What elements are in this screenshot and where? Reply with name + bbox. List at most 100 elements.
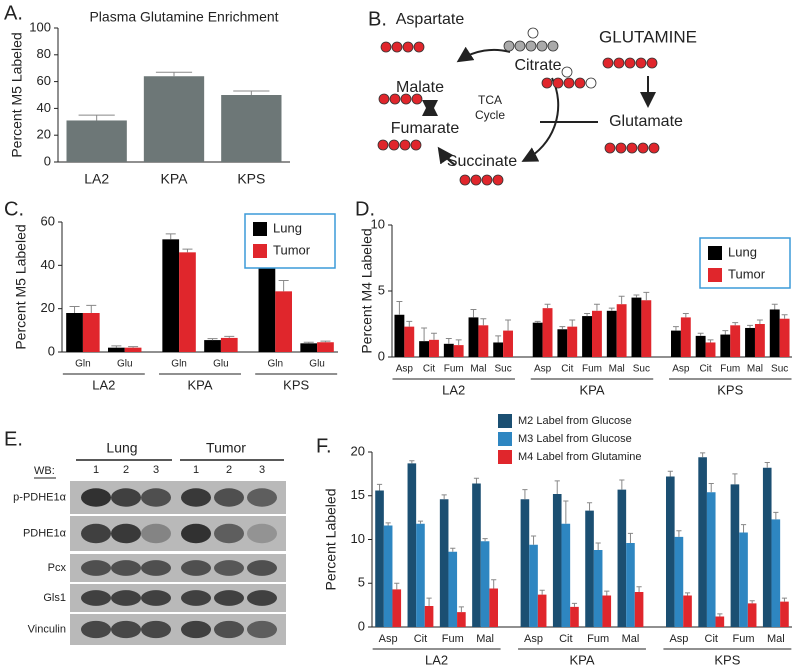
atom	[574, 77, 586, 89]
y-axis-label: Percent M5 Labeled	[9, 32, 25, 157]
row-label: PDHE1α	[23, 527, 67, 539]
band	[214, 488, 244, 507]
bar	[503, 330, 513, 357]
bar	[606, 310, 617, 357]
error-bar	[749, 600, 755, 604]
atom	[626, 142, 638, 154]
atom	[388, 139, 400, 151]
atom	[561, 66, 573, 78]
y-tick-label: 0	[378, 348, 385, 363]
bar	[720, 334, 731, 357]
node-label: Fumarate	[391, 120, 460, 137]
bar	[124, 347, 142, 352]
legend-swatch	[498, 432, 512, 446]
error-bar	[376, 483, 383, 491]
bar	[419, 341, 430, 357]
band	[81, 620, 111, 639]
error-bar	[505, 319, 512, 331]
bar	[585, 510, 594, 627]
atom	[547, 40, 559, 52]
error-bar	[385, 522, 391, 526]
band	[81, 560, 111, 576]
bar	[300, 343, 318, 352]
x-tick-label: KPS	[237, 171, 265, 187]
bar	[448, 551, 458, 627]
bar	[762, 467, 772, 627]
y-tick-label: 20	[351, 443, 365, 458]
band	[247, 590, 277, 606]
group-label: KPA	[569, 652, 594, 667]
legend-label: M4 Label from Glutamine	[518, 451, 642, 463]
error-bar	[417, 520, 424, 524]
band	[111, 620, 141, 639]
x-tick-label: Cit	[414, 633, 427, 645]
error-bar	[773, 511, 779, 520]
y-tick-label: 15	[351, 487, 365, 502]
error-bar	[406, 320, 413, 327]
error-bar	[455, 339, 462, 346]
x-tick-label: Gln	[267, 359, 283, 370]
error-bar	[165, 233, 176, 240]
bar	[472, 483, 481, 627]
bar	[769, 309, 780, 357]
bar	[616, 304, 627, 357]
band	[247, 620, 277, 639]
panel-letter: C.	[4, 198, 24, 220]
x-tick-label: Asp	[672, 364, 690, 375]
band	[141, 560, 171, 576]
error-bar	[747, 324, 753, 328]
bar	[779, 318, 790, 357]
x-tick-label: Suc	[633, 364, 650, 375]
bar	[220, 337, 238, 352]
bar	[529, 544, 538, 627]
error-bar	[534, 320, 541, 323]
bar	[745, 327, 755, 357]
lane-label: 3	[153, 464, 159, 476]
node-label: Succinate	[447, 153, 517, 170]
x-tick-label: Suc	[771, 364, 788, 375]
error-bar	[473, 477, 480, 484]
atom	[527, 27, 539, 39]
y-tick-label: 0	[44, 153, 51, 168]
band	[111, 590, 141, 606]
bar	[457, 612, 466, 627]
atom	[552, 77, 564, 89]
error-bar	[667, 470, 673, 477]
x-tick-label: Cit	[423, 364, 435, 375]
y-axis-label: Percent M5 Labeled	[13, 224, 29, 349]
x-tick-label: Asp	[379, 633, 398, 645]
bar	[537, 594, 547, 627]
bar	[394, 314, 405, 357]
bar	[443, 343, 454, 357]
error-bar	[409, 460, 415, 464]
legend-swatch	[253, 222, 267, 236]
bar	[631, 297, 642, 357]
error-bar	[771, 303, 778, 310]
y-tick-label: 20	[41, 300, 55, 315]
atom	[399, 139, 411, 151]
atom	[514, 40, 526, 52]
error-bar	[756, 319, 763, 324]
band	[181, 620, 211, 639]
panel-letter: E.	[4, 428, 23, 450]
bar	[375, 490, 384, 627]
error-bar	[633, 294, 640, 298]
error-bar	[604, 590, 610, 596]
x-tick-label: Fum	[582, 364, 602, 375]
bar	[582, 316, 592, 357]
bar	[275, 291, 292, 352]
atom	[400, 93, 412, 105]
band	[81, 488, 111, 507]
group-label: KPA	[579, 382, 604, 397]
bar	[739, 532, 748, 627]
error-bar	[495, 335, 502, 343]
band	[141, 590, 171, 606]
carbon-atoms	[377, 27, 660, 186]
bar	[698, 457, 707, 627]
band	[81, 590, 111, 606]
legend-swatch	[498, 414, 512, 428]
error-bar	[69, 306, 80, 313]
bar	[258, 263, 276, 352]
atom	[646, 57, 658, 69]
x-tick-label: Mal	[476, 633, 494, 645]
